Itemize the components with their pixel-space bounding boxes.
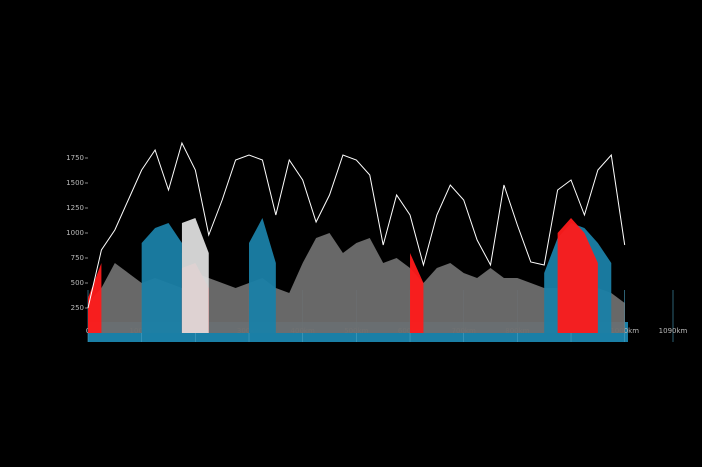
x-tick-label: 1000km	[610, 327, 639, 335]
plot: 25050075010001250150017500100km200km300k…	[66, 141, 688, 342]
area	[410, 253, 424, 333]
y-tick-label: 1250	[66, 204, 84, 212]
y-tick-label: 1000	[66, 229, 84, 237]
area	[249, 218, 276, 333]
y-tick-label: 1500	[66, 179, 84, 187]
y-tick-label: 1750	[66, 154, 84, 162]
y-tick-label: 750	[71, 254, 84, 262]
line	[87, 141, 626, 309]
area	[88, 233, 625, 333]
area	[88, 263, 102, 333]
area	[181, 218, 209, 333]
y-tick-label: 250	[71, 304, 84, 312]
area	[141, 223, 182, 333]
y-tick-label: 500	[71, 279, 84, 287]
x-tick-label: 1090km	[659, 327, 688, 335]
area	[557, 218, 598, 333]
